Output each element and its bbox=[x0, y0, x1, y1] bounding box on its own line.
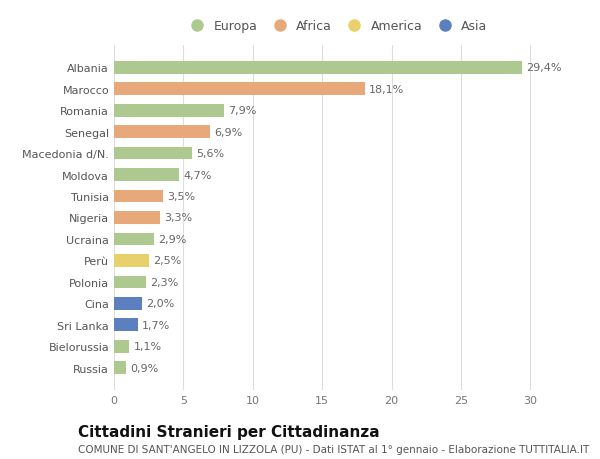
Text: 3,5%: 3,5% bbox=[167, 191, 195, 202]
Bar bbox=[114, 147, 192, 160]
Bar bbox=[114, 62, 522, 74]
Text: 18,1%: 18,1% bbox=[370, 84, 404, 95]
Text: 2,9%: 2,9% bbox=[158, 235, 187, 245]
Bar bbox=[114, 104, 224, 118]
Bar bbox=[114, 276, 146, 289]
Text: 1,1%: 1,1% bbox=[133, 341, 161, 352]
Text: 4,7%: 4,7% bbox=[184, 170, 212, 180]
Text: 2,0%: 2,0% bbox=[146, 299, 174, 309]
Text: 29,4%: 29,4% bbox=[526, 63, 562, 73]
Bar bbox=[114, 340, 129, 353]
Text: 2,3%: 2,3% bbox=[150, 277, 178, 287]
Text: 3,3%: 3,3% bbox=[164, 213, 192, 223]
Bar bbox=[114, 169, 179, 182]
Bar bbox=[114, 233, 154, 246]
Text: 5,6%: 5,6% bbox=[196, 149, 224, 159]
Bar bbox=[114, 297, 142, 310]
Text: Cittadini Stranieri per Cittadinanza: Cittadini Stranieri per Cittadinanza bbox=[78, 425, 380, 440]
Text: 1,7%: 1,7% bbox=[142, 320, 170, 330]
Bar bbox=[114, 83, 365, 96]
Text: COMUNE DI SANT'ANGELO IN LIZZOLA (PU) - Dati ISTAT al 1° gennaio - Elaborazione : COMUNE DI SANT'ANGELO IN LIZZOLA (PU) - … bbox=[78, 444, 589, 454]
Text: 6,9%: 6,9% bbox=[214, 127, 242, 137]
Text: 7,9%: 7,9% bbox=[228, 106, 256, 116]
Bar bbox=[114, 212, 160, 224]
Text: 2,5%: 2,5% bbox=[153, 256, 181, 266]
Bar bbox=[114, 362, 127, 375]
Bar bbox=[114, 254, 149, 267]
Bar bbox=[114, 190, 163, 203]
Text: 0,9%: 0,9% bbox=[131, 363, 159, 373]
Bar bbox=[114, 319, 137, 332]
Bar bbox=[114, 126, 210, 139]
Legend: Europa, Africa, America, Asia: Europa, Africa, America, Asia bbox=[182, 18, 490, 36]
